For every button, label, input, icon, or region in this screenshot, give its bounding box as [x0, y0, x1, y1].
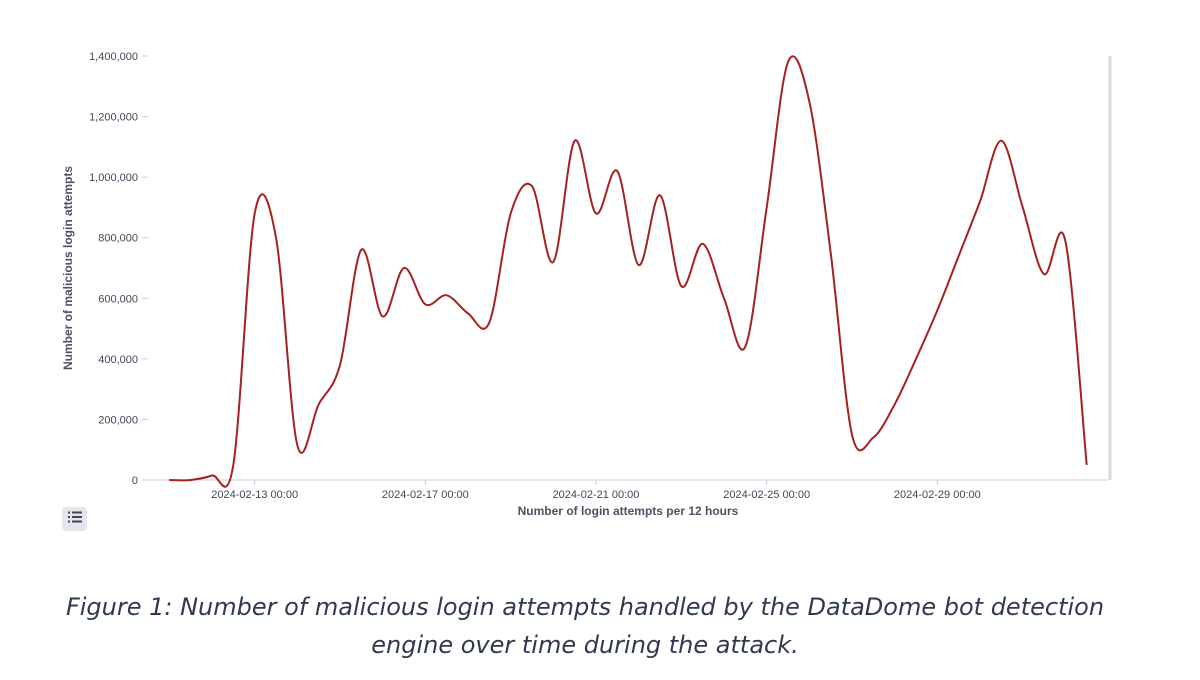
data-point — [722, 296, 727, 301]
data-point — [252, 211, 257, 216]
data-point — [871, 435, 876, 440]
plot-frame — [148, 56, 1112, 481]
data-point — [978, 199, 983, 204]
data-point — [359, 247, 364, 252]
x-tick-label: 2024-02-25 00:00 — [723, 489, 810, 501]
data-point — [402, 266, 407, 271]
data-point — [423, 302, 428, 307]
data-point — [295, 443, 300, 448]
data-point — [380, 314, 385, 319]
data-point — [828, 250, 833, 255]
data-point — [487, 320, 492, 325]
x-axis-title: Number of login attempts per 12 hours — [518, 504, 739, 518]
data-point — [999, 138, 1004, 143]
figure-caption: Figure 1: Number of malicious login atte… — [0, 588, 1170, 664]
y-axis-ticks: 0 200,000 400,000 600,000 800,000 1,000,000 1,… — [89, 51, 148, 487]
data-point — [700, 241, 705, 246]
data-point — [658, 193, 663, 198]
data-point — [508, 211, 513, 216]
y-tick-label: 200,000 — [98, 414, 138, 426]
y-tick-label: 800,000 — [98, 233, 138, 245]
list-icon — [67, 510, 82, 528]
line-chart: 0 200,000 400,000 600,000 800,000 1,000,000 1,… — [61, 51, 1112, 518]
figure-caption-line-1: Figure 1: Number of malicious login atte… — [65, 593, 1105, 621]
data-point — [850, 432, 855, 437]
y-tick-label: 1,200,000 — [89, 112, 138, 124]
data-point — [274, 235, 279, 240]
data-point — [956, 253, 961, 258]
y-tick-label: 0 — [132, 475, 138, 487]
data-point — [551, 259, 556, 264]
y-axis-title: Number of malicious login attempts — [61, 166, 75, 370]
y-tick-label: 1,000,000 — [89, 172, 138, 184]
data-point — [316, 402, 321, 407]
data-point — [636, 262, 641, 267]
series-line-login-attempts — [169, 55, 1088, 488]
data-point — [914, 356, 919, 361]
data-point — [530, 184, 535, 189]
data-point — [231, 462, 236, 467]
data-point — [594, 211, 599, 216]
data-point — [466, 311, 471, 316]
data-point — [892, 402, 897, 407]
y-tick-label: 1,400,000 — [89, 51, 138, 63]
data-point — [764, 205, 769, 210]
data-point — [167, 478, 172, 483]
y-tick-label: 400,000 — [98, 354, 138, 366]
data-point — [188, 478, 193, 483]
x-tick-label: 2024-02-29 00:00 — [894, 489, 981, 501]
data-point — [935, 308, 940, 313]
x-tick-label: 2024-02-17 00:00 — [382, 489, 469, 501]
x-axis-ticks: 2024-02-13 00:00 2024-02-17 00:00 2024-02-… — [211, 480, 981, 501]
data-point — [210, 473, 215, 478]
data-point — [679, 284, 684, 289]
data-point — [1042, 272, 1047, 277]
legend-toggle-button[interactable] — [62, 507, 87, 531]
x-tick-label: 2024-02-21 00:00 — [553, 489, 640, 501]
data-point — [572, 138, 577, 143]
series-points — [167, 60, 1089, 483]
data-point — [615, 169, 620, 174]
data-point — [743, 344, 748, 349]
data-point — [786, 60, 791, 65]
data-point — [1084, 462, 1089, 467]
data-point — [807, 99, 812, 104]
data-point — [1020, 205, 1025, 210]
x-tick-label: 2024-02-13 00:00 — [211, 489, 298, 501]
figure-caption-line-2: engine over time during the attack. — [371, 631, 799, 659]
y-tick-label: 600,000 — [98, 293, 138, 305]
data-point — [444, 293, 449, 298]
data-point — [338, 362, 343, 367]
data-point — [1063, 238, 1068, 243]
